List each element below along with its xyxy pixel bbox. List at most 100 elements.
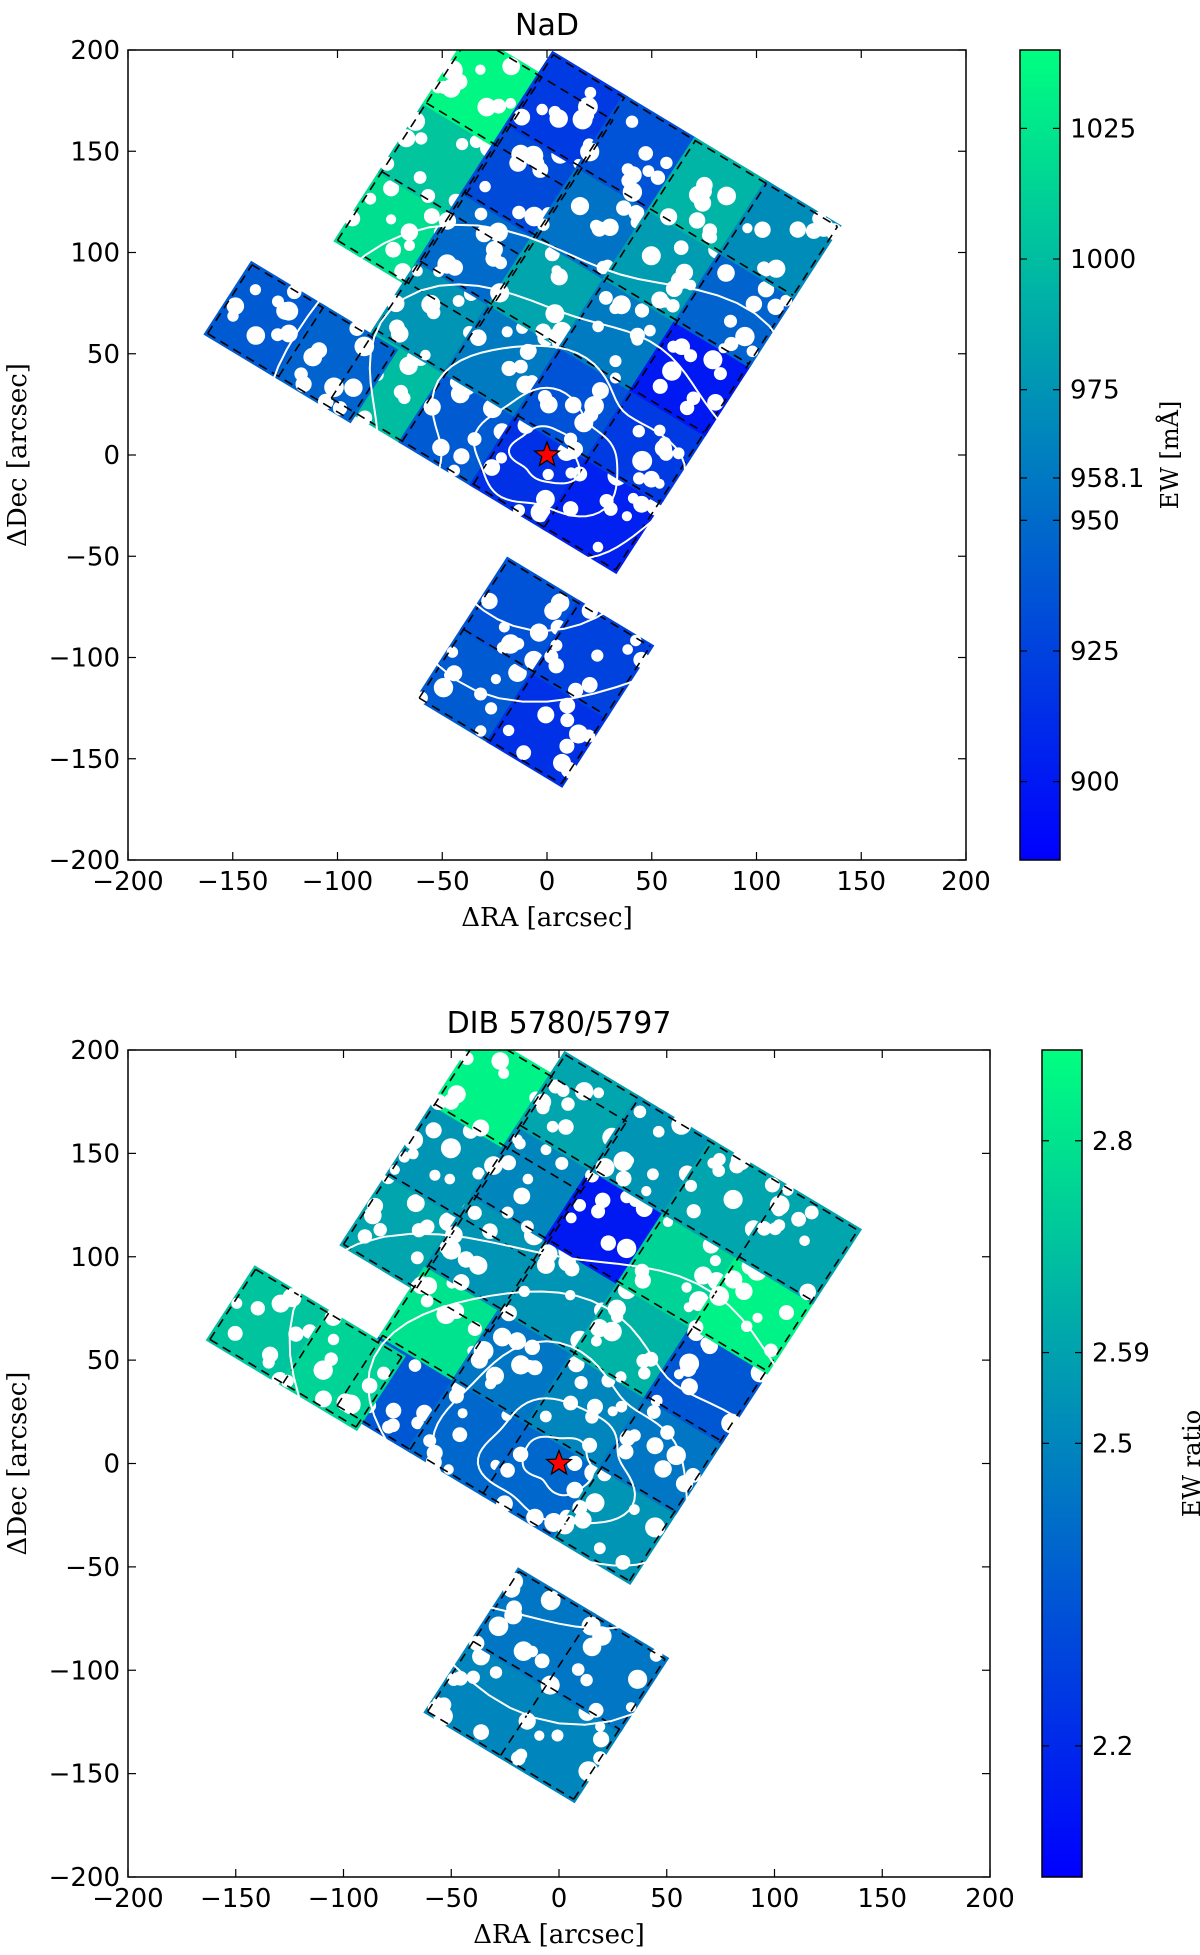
cell-gap: [317, 393, 334, 410]
cell-gap: [475, 64, 486, 75]
cell-gap: [397, 129, 416, 148]
cell-gap: [632, 450, 653, 471]
colorbar-tick-label: 950: [1070, 506, 1120, 536]
cell-gap: [509, 154, 527, 172]
cell-gap: [588, 1702, 604, 1718]
cell-gap: [717, 264, 735, 282]
grid-line: [381, 170, 525, 259]
cell-gap: [540, 1590, 561, 1611]
cell-gap: [453, 1671, 468, 1686]
cell-gap: [686, 1204, 701, 1219]
cell-gap: [804, 1205, 819, 1220]
cell-gap: [622, 644, 633, 655]
grid-line: [473, 1194, 767, 1372]
cell-gap: [451, 73, 468, 90]
cell-gap: [511, 1751, 526, 1766]
cell-gap: [536, 103, 548, 116]
contour-line: [431, 344, 687, 561]
cell-gap: [537, 706, 555, 724]
cell-gap: [344, 378, 363, 397]
x-tick-label: 100: [732, 867, 782, 897]
star-marker: [544, 1448, 574, 1476]
cell-gap: [448, 1388, 464, 1404]
cell-gap: [413, 171, 427, 184]
cell-gap: [654, 478, 665, 489]
cell-gap: [652, 378, 668, 394]
y-tick-label: −50: [65, 542, 120, 572]
cell-gap: [470, 329, 487, 347]
cell-gap: [650, 1394, 663, 1407]
y-tick-label: −100: [49, 1656, 120, 1686]
cell-gap: [445, 1226, 463, 1244]
cell-gap: [495, 452, 507, 464]
cell-gap: [615, 1371, 627, 1383]
cell-gap: [527, 1360, 543, 1376]
cell-gap: [542, 468, 554, 481]
data-cell-D-1-0: [278, 1309, 406, 1432]
cell-gap: [429, 1169, 441, 1181]
cell-gap: [382, 1420, 396, 1434]
y-tick-label: −100: [49, 644, 120, 674]
y-tick-label: 200: [70, 36, 120, 66]
cell-gap: [685, 1468, 701, 1483]
cell-gap: [324, 377, 344, 398]
cell-gap: [624, 166, 642, 184]
cell-gap: [551, 1729, 564, 1742]
cell-gap: [475, 225, 493, 243]
grid-line: [336, 1054, 567, 1407]
cell-gap: [590, 219, 603, 232]
x-axis-label: ΔRA [arcsec]: [473, 1920, 644, 1950]
grid-line: [499, 1614, 593, 1756]
contour-line: [431, 1340, 688, 1567]
grid-line: [336, 1404, 630, 1582]
cell-gap: [591, 1204, 606, 1219]
cell-gap: [694, 1266, 713, 1285]
cell-gap: [398, 391, 411, 405]
grid-line: [463, 628, 607, 716]
cell-gap: [574, 413, 594, 433]
cell-gap: [327, 1333, 340, 1346]
cell-gap: [310, 342, 328, 359]
cell-gap: [467, 1205, 482, 1220]
cell-gap: [373, 1223, 387, 1237]
cell-gap: [500, 1463, 515, 1478]
grid-line: [206, 264, 253, 334]
chart-panel-2: −200 −150 −100 −50 0 50 100 150 200 −200 −150 −100 −…: [3, 1006, 1200, 1950]
cell-gap: [410, 1251, 424, 1265]
cell-gap: [546, 1120, 559, 1133]
cell-gap: [548, 105, 562, 119]
cell-gap: [742, 223, 753, 234]
colorbar-tick-label: 975: [1070, 376, 1120, 406]
cell-gap: [730, 1150, 751, 1171]
cell-gap: [665, 280, 683, 297]
cell-gap: [315, 1390, 332, 1408]
cell-gap: [630, 634, 642, 647]
cell-gap: [390, 325, 409, 343]
cell-gap: [534, 1653, 550, 1669]
colorbar-tick-label: 1000: [1070, 245, 1136, 275]
cell-gap: [436, 1697, 452, 1713]
plot-area: [205, 1050, 863, 1804]
grid-line: [336, 50, 462, 241]
cell-gap: [593, 1087, 604, 1099]
cell-gap: [660, 208, 678, 226]
cell-gap: [582, 729, 596, 743]
cell-gap: [473, 1724, 489, 1740]
grid-line: [478, 119, 614, 327]
cell-gap: [564, 1261, 580, 1277]
star-marker: [532, 440, 562, 467]
grid-line: [418, 697, 562, 785]
cell-gap: [789, 221, 806, 238]
cell-gap: [249, 284, 261, 296]
cell-gap: [685, 1179, 697, 1192]
grid-line: [543, 183, 768, 528]
cell-gap: [475, 725, 487, 737]
cell-gap: [313, 1360, 333, 1380]
cell-gap: [538, 390, 552, 404]
cell-gap: [662, 1216, 674, 1228]
contour-line: [472, 386, 619, 518]
cell-gap: [599, 291, 613, 305]
cell-gap: [767, 298, 784, 315]
cell-gap: [522, 1173, 534, 1185]
cell-gap: [271, 328, 285, 342]
